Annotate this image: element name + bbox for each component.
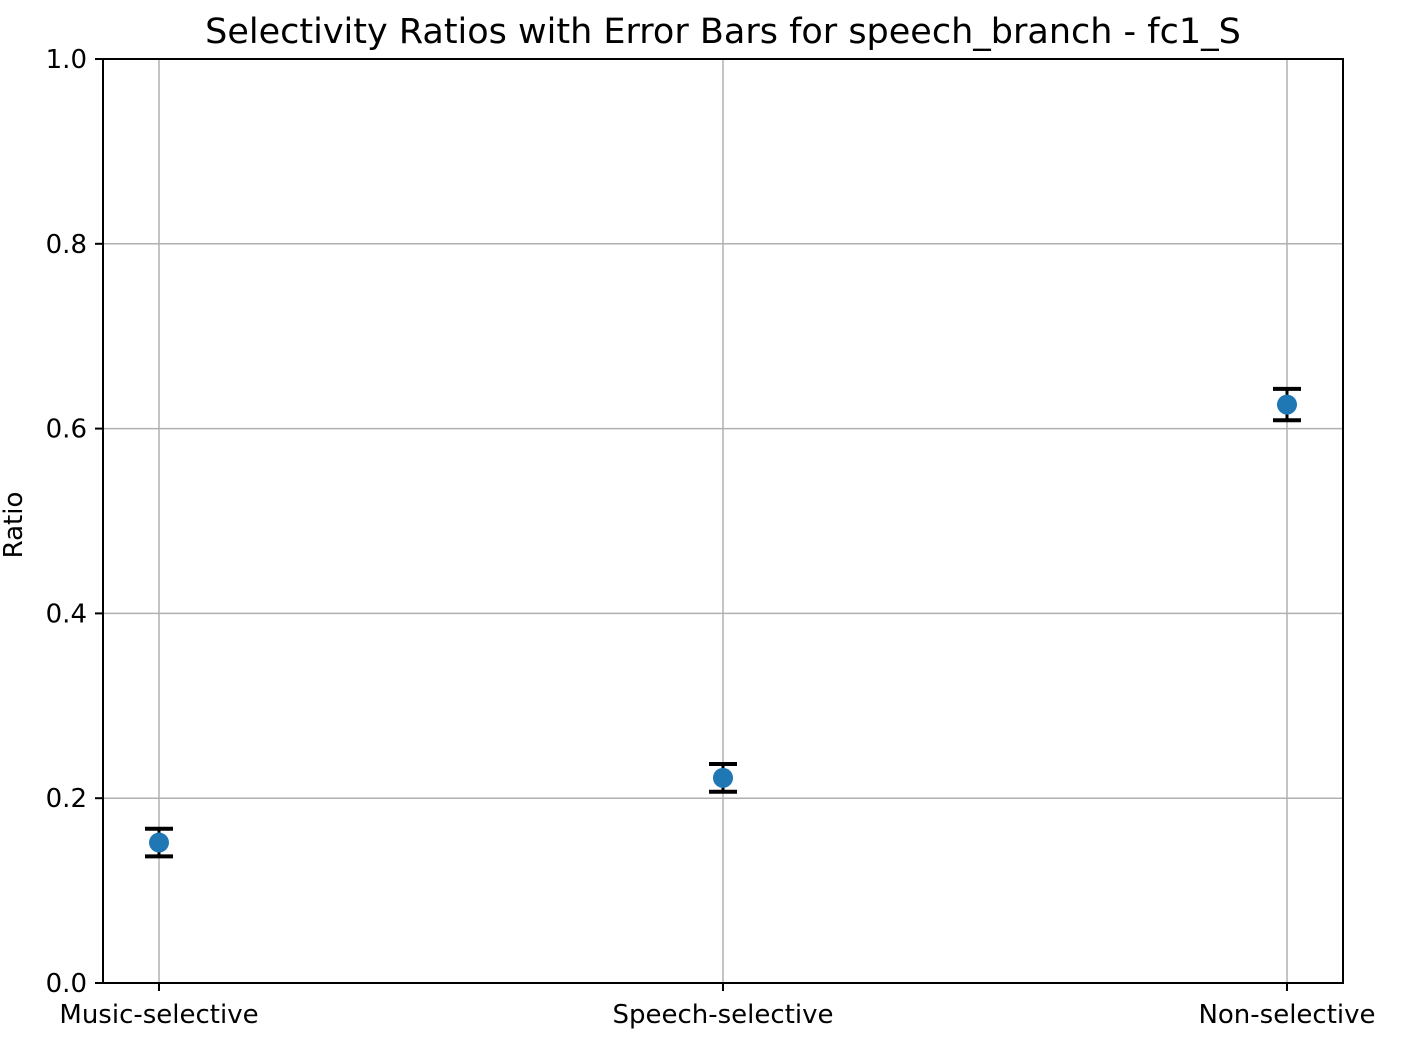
data-point [713,767,733,788]
y-tick-label: 1.0 [46,45,87,75]
chart-title: Selectivity Ratios with Error Bars for s… [205,12,1241,52]
y-axis-label: Ratio [0,492,29,559]
grid-lines [103,58,1343,984]
x-tick-label: Non-selective [1198,1000,1375,1030]
y-tick-label: 0.6 [46,415,87,445]
y-tick-label: 0.2 [46,784,87,814]
x-tick-label: Speech-selective [612,1000,833,1030]
x-tick-label: Music-selective [59,1000,258,1030]
y-tick-label: 0.0 [46,969,87,999]
data-marks [145,386,1301,859]
data-point [149,832,169,853]
y-tick-label: 0.8 [46,230,87,260]
y-tick-label: 0.4 [46,599,87,629]
data-point [1277,394,1297,415]
axis-ticks: 0.0 0.2 0.4 0.6 0.8 1.0 Music-selective Speech-… [46,45,1376,1030]
plot-frame [102,58,1344,984]
